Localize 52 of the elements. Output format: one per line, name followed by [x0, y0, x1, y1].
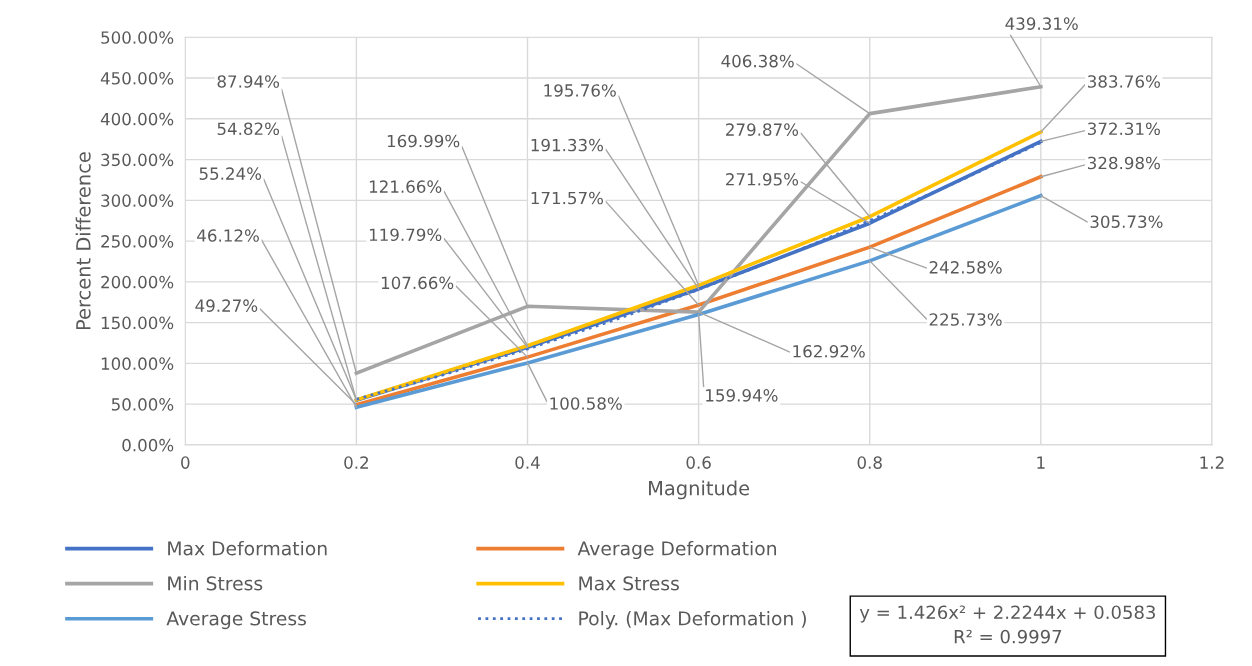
data-label: 195.76% — [544, 84, 616, 97]
data-label: 119.79% — [369, 228, 442, 242]
text: y = 1.426x² + 2.2244x + 0.0583 R² = 0.9997 — [859, 605, 1155, 644]
x-axis-title: Magnitude — [649, 480, 750, 500]
legend-label: Average Stress — [166, 611, 306, 630]
data-label: 169.99% — [387, 134, 460, 148]
y-tick-label: 50.00% — [111, 398, 174, 411]
legend-label: Max Deformation — [168, 540, 327, 556]
x-tick-label: 0.2 — [344, 456, 368, 469]
data-label: 279.87% — [726, 123, 799, 136]
data-label: 107.66% — [381, 276, 454, 290]
data-label: 406.38% — [721, 54, 794, 68]
y-tick-label: 150.00% — [101, 316, 174, 330]
y-tick-label: 350.00% — [101, 153, 174, 167]
data-label: 46.12% — [197, 229, 259, 242]
data-label: 87.94% — [217, 75, 280, 88]
x-tick-label: 1 — [1037, 456, 1045, 469]
y-axis-title: Percent Difference — [75, 152, 91, 330]
data-label: 372.31% — [1088, 122, 1160, 136]
y-tick-label: 300.00% — [101, 194, 174, 207]
data-label: 55.24% — [199, 167, 262, 180]
y-tick-label: 400.00% — [100, 112, 174, 126]
data-label: 162.92% — [793, 345, 865, 358]
data-label: 225.73% — [929, 313, 1002, 326]
x-tick-label: 0 — [181, 456, 190, 469]
y-tick-label: 450.00% — [100, 72, 174, 85]
legend-label: Average Deformation — [577, 540, 776, 560]
x-tick-label: 0.4 — [515, 456, 540, 469]
legend-label: Max Stress — [579, 576, 679, 591]
data-label: 439.31% — [1005, 17, 1078, 30]
data-label: 271.95% — [726, 173, 799, 186]
data-label: 328.98% — [1088, 156, 1160, 170]
data-label: 49.27% — [195, 299, 258, 312]
data-label: 171.57% — [531, 191, 604, 205]
y-tick-label: 0.00% — [122, 438, 174, 452]
x-tick-label: 0.6 — [686, 456, 711, 469]
legend-label: Poly. (Max Deformation ) — [579, 611, 806, 630]
data-label: 191.33% — [531, 138, 604, 152]
y-tick-label: 200.00% — [101, 275, 174, 289]
legend-label: Min Stress — [168, 575, 263, 591]
data-label: 305.73% — [1090, 215, 1163, 228]
data-label: 383.76% — [1088, 75, 1160, 88]
x-tick-label: 0.8 — [857, 456, 882, 469]
y-tick-label: 250.00% — [101, 235, 174, 248]
data-label: 242.58% — [929, 261, 1002, 274]
y-tick-label: 100.00% — [101, 357, 174, 370]
data-label: 159.94% — [706, 389, 778, 402]
y-tick-label: 500.00% — [101, 31, 174, 44]
x-tick-label: 1.2 — [1200, 456, 1224, 469]
data-label: 100.58% — [550, 397, 622, 410]
data-label: 54.82% — [217, 122, 280, 136]
data-label: 121.66% — [369, 180, 442, 193]
